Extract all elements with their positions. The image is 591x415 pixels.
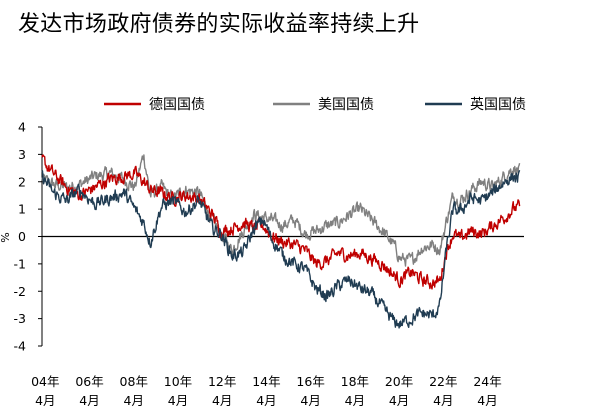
x-tick-label-month: 4月 <box>256 393 276 408</box>
x-tick-label-year: 20年 <box>385 374 413 389</box>
x-tick-label-year: 06年 <box>75 374 103 389</box>
x-tick-label-year: 04年 <box>31 374 59 389</box>
x-tick-label-month: 4月 <box>35 393 55 408</box>
x-tick-label-year: 18年 <box>341 374 369 389</box>
legend-label: 德国国债 <box>149 97 205 113</box>
y-axis-label: % <box>0 232 12 242</box>
x-tick-label-year: 10年 <box>164 374 192 389</box>
x-tick-label-year: 14年 <box>252 374 280 389</box>
x-tick-label-year: 08年 <box>120 374 148 389</box>
x-tick-label-year: 24年 <box>473 374 501 389</box>
y-ticks: 4 3 2 1 0 -1 -2 -3 -4 <box>14 120 42 354</box>
x-tick-label-year: 22年 <box>429 374 457 389</box>
series-lines <box>41 154 521 329</box>
series-line-0 <box>41 154 521 290</box>
legend-label: 英国国债 <box>470 96 526 113</box>
legend-label: 美国国债 <box>318 97 374 113</box>
y-tick-label: -1 <box>14 256 26 271</box>
x-ticks: 04年 4月 06年 4月 08年 4月 10年 4月 12年 4月 14年 4月 16年 4月 18年 4月… <box>31 374 502 408</box>
axes <box>41 127 524 346</box>
x-tick-label-month: 4月 <box>345 393 365 408</box>
x-tick-label-month: 4月 <box>124 393 144 408</box>
y-tick-label: -4 <box>14 339 27 354</box>
x-tick-label-year: 12年 <box>208 374 236 389</box>
x-tick-label-year: 16年 <box>296 374 324 389</box>
legend: 德国国债 美国国债 英国国债 <box>104 96 526 113</box>
y-tick-label: 1 <box>18 202 26 217</box>
series-line-1 <box>41 154 521 267</box>
y-tick-label: 3 <box>18 147 26 162</box>
x-tick-label-month: 4月 <box>300 393 320 408</box>
x-tick-label-month: 4月 <box>477 393 497 408</box>
series-line-2 <box>41 169 521 329</box>
x-tick-label-month: 4月 <box>79 393 99 408</box>
x-tick-label-month: 4月 <box>389 393 409 408</box>
y-tick-label: 0 <box>18 229 26 244</box>
x-tick-label-month: 4月 <box>433 393 453 408</box>
chart-title: 发达市场政府债券的实际收益率持续上升 <box>18 12 420 37</box>
x-tick-label-month: 4月 <box>212 393 232 408</box>
y-tick-label: -2 <box>14 284 26 299</box>
y-tick-label: -3 <box>14 311 26 326</box>
y-tick-label: 4 <box>18 120 26 135</box>
y-tick-label: 2 <box>18 174 26 189</box>
x-tick-label-month: 4月 <box>168 393 188 408</box>
